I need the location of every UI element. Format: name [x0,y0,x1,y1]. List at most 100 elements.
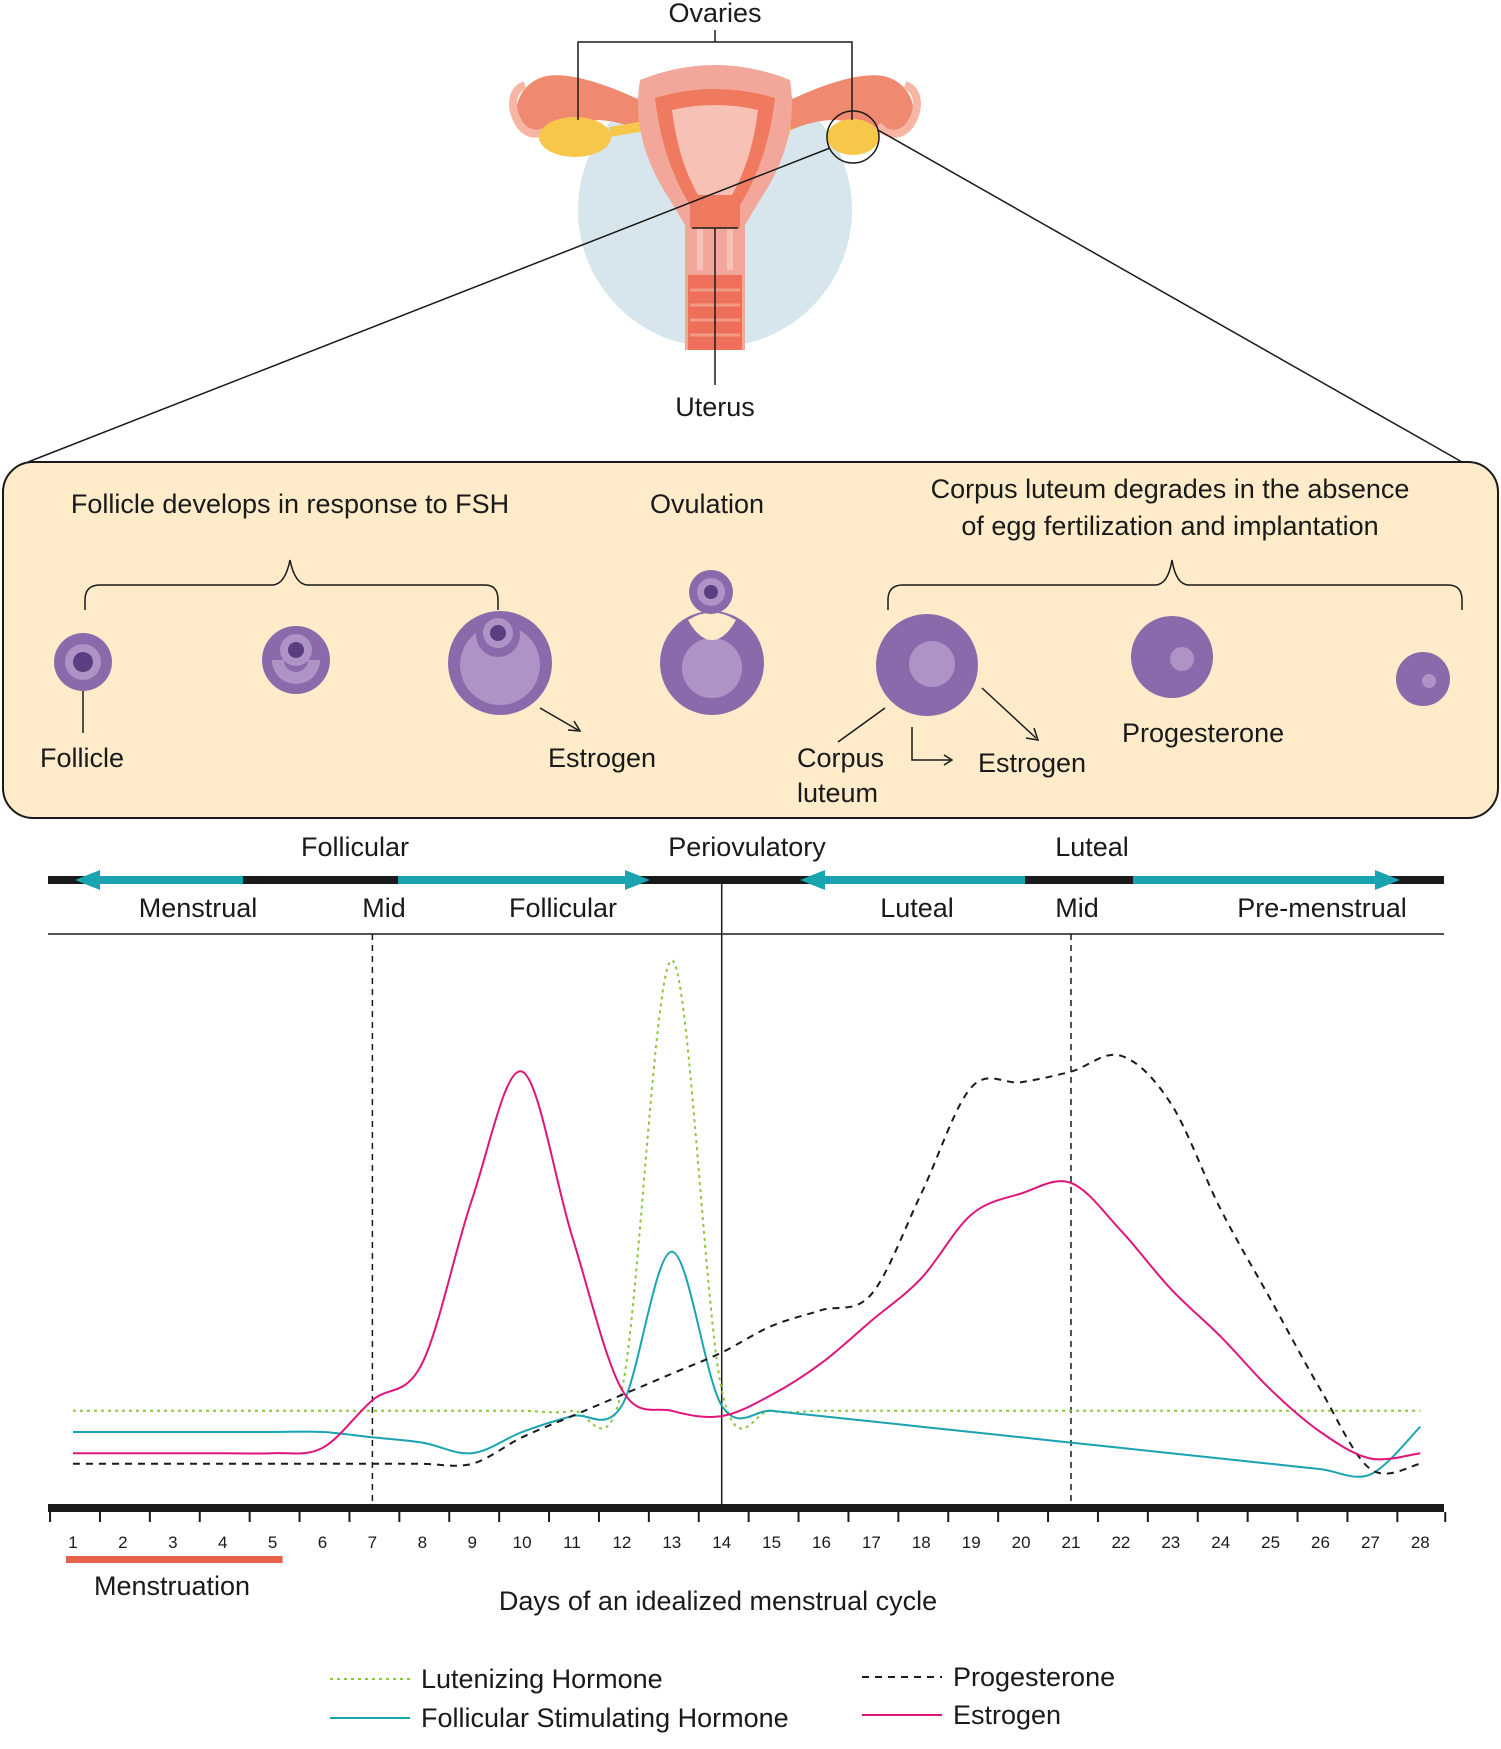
ovulation-heading: Ovulation [650,489,764,519]
right-fimbriae [874,81,921,138]
phase-top-periovulatory: Periovulatory [668,832,826,862]
x-tick-label: 28 [1411,1533,1430,1552]
x-axis-title: Days of an idealized menstrual cycle [499,1586,937,1616]
luteal-arrow-head [800,870,825,890]
x-tick-label: 2 [118,1533,127,1552]
progesterone-label: Progesterone [1122,718,1284,748]
tertiary-follicle [448,611,552,715]
right-ovary [827,119,879,155]
right-fallopian-tube [780,75,914,135]
ovulating-follicle [660,570,764,715]
phase-markers [371,884,1072,1504]
x-tick-label: 7 [368,1533,377,1552]
x-tick-label: 19 [962,1533,981,1552]
estrogen-arrow-3 [981,687,1037,739]
left-ovary [539,117,611,157]
uterus-illustration: Ovaries Uterus [27,0,1463,463]
corpus-bracket [887,559,1463,610]
corpus-luteum [876,614,978,716]
corpus-luteum-leader [837,707,886,743]
menstruation-bar [66,1556,283,1563]
x-tick-label: 4 [218,1533,227,1552]
hormone-chart: 1 2 3 4 5 6 7 8 9 10 11 12 13 14 15 16 17 18 19 20 21 22 23 24 2… [48,884,1447,1616]
zoom-line-left [27,147,831,463]
legend: Lutenizing Hormone Follicular Stimulating… [330,1662,1115,1733]
follicle-heading: Follicle develops in response to FSH [71,489,509,519]
estrogen-arrow-1-head [567,720,582,732]
degrading-corpus-luteum [1131,616,1213,698]
luteal-arrow-shaft [820,876,1025,884]
phase-bar-line [48,876,1444,884]
phase-sub-follicular: Follicular [509,893,617,923]
x-tick-label: 1 [68,1533,77,1552]
follicular-arrow-shaft [398,876,630,884]
phase-top-follicular: Follicular [301,832,409,862]
ovaries-label: Ovaries [668,0,761,28]
x-tick-label: 14 [712,1533,731,1552]
legend-label-estrogen: Estrogen [953,1700,1061,1730]
ovary-cycle-panel: Follicle develops in response to FSH Ovu… [2,461,1499,819]
x-tick-label: 26 [1311,1533,1330,1552]
x-tick-label: 12 [612,1533,631,1552]
corpus-heading-line1: Corpus luteum degrades in the absence [931,474,1410,504]
x-tick-label: 3 [168,1533,177,1552]
estrogen-arrow-2-head [943,754,954,766]
x-tick-label: 15 [762,1533,781,1552]
x-tick-label: 10 [513,1533,532,1552]
ovary-zoom-circle [826,110,880,164]
x-tick-label: 24 [1211,1533,1230,1552]
x-tick-label: 27 [1361,1533,1380,1552]
lutenizing-hormone-line [73,959,1421,1430]
estrogen-label-1: Estrogen [548,743,656,773]
x-tick-label: 5 [268,1533,277,1552]
estrogen-arrow-3-head [1025,727,1040,741]
estrogen-line [73,1070,1421,1461]
follicle-bracket [84,559,499,610]
estrogen-label-2: Estrogen [978,748,1086,778]
x-tick-label: 8 [418,1533,427,1552]
corpus-label-line2: luteum [797,778,878,808]
phase-bar: Follicular Periovulatory Luteal Menstrua… [48,832,1444,935]
x-tick-label: 13 [662,1533,681,1552]
follicle-label: Follicle [40,743,124,773]
estrogen-arrow-2 [911,727,950,761]
x-axis-ticks: 1 2 3 4 5 6 7 8 9 10 11 12 13 14 15 16 17 18 19 20 21 22 23 24 2… [49,1512,1447,1552]
phase-top-luteal: Luteal [1055,832,1129,862]
x-tick-label: 22 [1111,1533,1130,1552]
estrogen-arrow-1 [539,707,579,731]
premenstrual-arrow-shaft [1133,876,1383,884]
cervix [697,228,733,270]
x-axis [48,1504,1444,1512]
primary-follicle [54,633,112,691]
x-tick-label: 18 [912,1533,931,1552]
zoom-line-right [877,129,1463,463]
follicular-arrow-head [625,870,650,890]
left-fallopian-tube [516,75,650,135]
phase-sub-luteal: Luteal [880,893,954,923]
uterus-label: Uterus [675,392,755,422]
endometrium [672,105,758,195]
x-tick-label: 25 [1261,1533,1280,1552]
follicular-stimulating-hormone-line [73,1250,1421,1478]
phase-sub-premenstrual: Pre-menstrual [1237,893,1407,923]
x-tick-label: 6 [318,1533,327,1552]
x-tick-label: 20 [1012,1533,1031,1552]
phase-sub-mid-luteal: Mid [1055,893,1099,923]
x-tick-label: 17 [862,1533,881,1552]
x-tick-label: 9 [467,1533,476,1552]
phase-sub-menstrual: Menstrual [139,893,258,923]
x-tick-label: 23 [1161,1533,1180,1552]
x-tick-label: 21 [1062,1533,1081,1552]
corpus-label-line1: Corpus [797,743,884,773]
corpus-heading-line2: of egg fertilization and implantation [961,511,1378,541]
legend-label-progesterone: Progesterone [953,1662,1115,1692]
premenstrual-arrow-head [1375,870,1400,890]
menstruation-label: Menstruation [94,1571,250,1601]
corpus-albicans [1396,652,1450,706]
phase-sub-mid-follicular: Mid [362,893,406,923]
x-tick-label: 16 [812,1533,831,1552]
menstrual-arrow-head [75,870,100,890]
legend-label-follicular-stimulating-hormone: Follicular Stimulating Hormone [421,1703,789,1733]
